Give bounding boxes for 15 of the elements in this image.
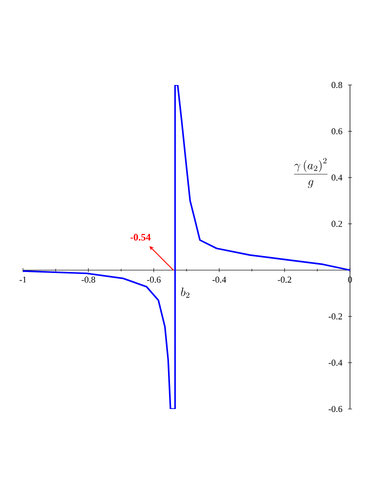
x-tick-label: -0.8 <box>82 276 96 283</box>
y-axis-title: $\frac{\gamma\left(a_{2}\right)^{2}}{g}$ <box>294 158 328 188</box>
x-tick-label: -0.6 <box>147 276 161 283</box>
y-tick-label: -0.6 <box>328 406 342 412</box>
y-tick-label: 0.2 <box>332 220 342 227</box>
annotation: -0.54 <box>130 234 151 241</box>
y-tick-label: -0.2 <box>328 313 342 320</box>
y-tick-label: -0.4 <box>328 360 342 366</box>
y-tick-label: 0.4 <box>332 174 342 181</box>
x-tick-label: -0.2 <box>278 276 292 283</box>
x-tick-label: -1 <box>20 276 26 283</box>
x-axis-title: $b_{2}$ <box>181 288 190 298</box>
x-tick-label: -0.4 <box>212 276 226 283</box>
y-tick-label: 0.6 <box>332 128 342 134</box>
y-tick-label: 0.8 <box>332 82 342 88</box>
